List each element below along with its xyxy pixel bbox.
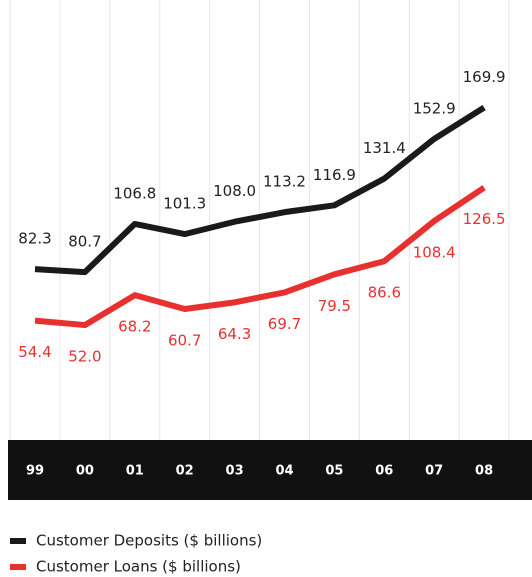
legend-swatch: [10, 564, 26, 570]
x-tick-label: 06: [375, 464, 393, 479]
data-label: 106.8: [113, 184, 156, 202]
series-line: [34, 185, 486, 329]
data-label: 116.9: [313, 166, 356, 184]
x-tick-label: 05: [325, 464, 343, 479]
legend-swatch: [10, 538, 26, 544]
x-axis-band: [8, 440, 532, 500]
data-label: 108.0: [213, 182, 256, 200]
data-label: 54.4: [18, 343, 51, 361]
data-label: 69.7: [268, 315, 301, 333]
series-line: [34, 104, 486, 276]
data-label: 52.0: [68, 348, 101, 366]
data-label: 80.7: [68, 233, 101, 251]
data-label: 86.6: [368, 284, 401, 302]
legend-label: Customer Deposits ($ billions): [36, 532, 262, 550]
x-tick-label: 04: [275, 464, 293, 479]
x-tick-label: 99: [26, 464, 44, 479]
x-tick-label: 01: [126, 464, 144, 479]
data-label: 64.3: [218, 325, 251, 343]
data-label: 60.7: [168, 332, 201, 350]
data-label: 169.9: [463, 68, 506, 86]
data-label: 131.4: [363, 139, 406, 157]
data-label: 82.3: [18, 230, 51, 248]
data-label: 108.4: [413, 244, 456, 262]
x-tick-label: 08: [475, 464, 493, 479]
data-label: 101.3: [163, 195, 206, 213]
x-tick-label: 07: [425, 464, 443, 479]
data-label: 113.2: [263, 173, 306, 191]
x-tick-label: 02: [176, 464, 194, 479]
legend-label: Customer Loans ($ billions): [36, 558, 241, 576]
data-label: 79.5: [318, 297, 351, 315]
x-tick-label: 00: [76, 464, 94, 479]
data-label: 152.9: [413, 99, 456, 117]
x-tick-label: 03: [226, 464, 244, 479]
data-label: 126.5: [463, 210, 506, 228]
data-label: 68.2: [118, 318, 151, 336]
